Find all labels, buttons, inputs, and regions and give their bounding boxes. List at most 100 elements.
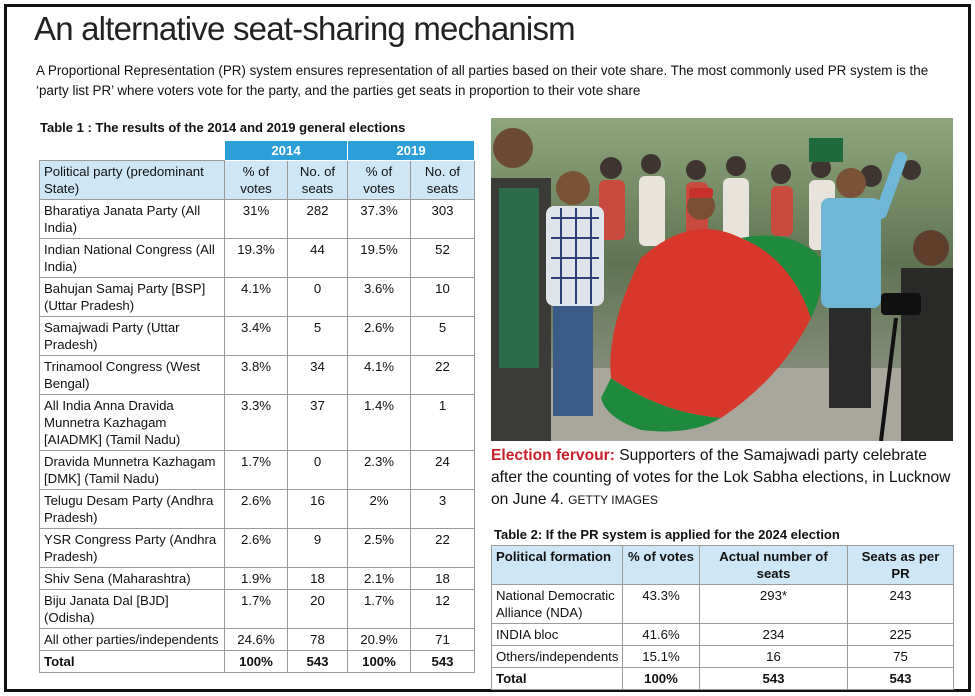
party-name: All India Anna Dravida Munnetra Kazhagam… <box>39 394 225 451</box>
seats-2014-header: No. of seats <box>287 160 348 200</box>
seats-2014: 16 <box>287 489 348 529</box>
headline: An alternative seat-sharing mechanism <box>34 10 576 47</box>
photo-caption: Election fervour: Supporters of the Sama… <box>491 445 953 511</box>
vote-share-2014: 1.9% <box>224 567 288 590</box>
table-row: YSR Congress Party (Andhra Pradesh) 2.6%… <box>39 528 475 568</box>
formation-name: National Democratic Alliance (NDA) <box>491 584 623 624</box>
party-name: Trinamool Congress (West Bengal) <box>39 355 225 395</box>
table2-title: Table 2: If the PR system is applied for… <box>494 527 840 542</box>
seats-2014: 78 <box>287 628 348 651</box>
vote-share-2014: 2.6% <box>224 528 288 568</box>
total-actual-seats: 543 <box>699 667 848 690</box>
total-vote-share-2019: 100% <box>347 650 411 673</box>
seats-2019: 18 <box>410 567 475 590</box>
vote-share-2019: 3.6% <box>347 277 411 317</box>
seats-2019: 10 <box>410 277 475 317</box>
vote-share-2019: 4.1% <box>347 355 411 395</box>
vote-share-2014: 19.3% <box>224 238 288 278</box>
intro-paragraph: A Proportional Representation (PR) syste… <box>36 63 929 98</box>
vote-share-2014: 31% <box>224 199 288 239</box>
formation-name: INDIA bloc <box>491 623 623 646</box>
formation-column-header: Political formation <box>491 545 623 585</box>
vote-share-2014: 3.8% <box>224 355 288 395</box>
seats-2019: 24 <box>410 450 475 490</box>
header-spacer <box>39 140 225 161</box>
party-column-header: Political party (predominant State) <box>39 160 225 200</box>
vote-share-2014: 3.3% <box>224 394 288 451</box>
vote-share-2019: 2.3% <box>347 450 411 490</box>
table1-title: Table 1 : The results of the 2014 and 20… <box>40 120 406 135</box>
table-row: All other parties/independents 24.6% 78 … <box>39 628 475 651</box>
seats-2014: 34 <box>287 355 348 395</box>
vote-share-2019: 2.6% <box>347 316 411 356</box>
actual-seats: 234 <box>699 623 848 646</box>
table-row: Samajwadi Party (Uttar Pradesh) 3.4% 5 2… <box>39 316 475 356</box>
vote-share-2014: 1.7% <box>224 450 288 490</box>
total-vote-share-2014: 100% <box>224 650 288 673</box>
vote-share-2019: 2.5% <box>347 528 411 568</box>
seats-2019: 71 <box>410 628 475 651</box>
photo-credit: GETTY IMAGES <box>568 493 658 507</box>
table-row: Indian National Congress (All India) 19.… <box>39 238 475 278</box>
table-row: Trinamool Congress (West Bengal) 3.8% 34… <box>39 355 475 395</box>
party-name: YSR Congress Party (Andhra Pradesh) <box>39 528 225 568</box>
votes-2019-header: % of votes <box>347 160 411 200</box>
seats-2019: 22 <box>410 355 475 395</box>
vote-share: 15.1% <box>622 645 700 668</box>
table-row: INDIA bloc 41.6% 234 225 <box>491 623 954 646</box>
table-row: Dravida Munnetra Kazhagam [DMK] (Tamil N… <box>39 450 475 490</box>
actual-seats: 293* <box>699 584 848 624</box>
table-row: All India Anna Dravida Munnetra Kazhagam… <box>39 394 475 451</box>
year-2014-header: 2014 <box>224 140 348 161</box>
vote-share-2014: 1.7% <box>224 589 288 629</box>
seats-2014: 44 <box>287 238 348 278</box>
seats-2019-header: No. of seats <box>410 160 475 200</box>
total-label: Total <box>491 667 623 690</box>
seats-2019: 3 <box>410 489 475 529</box>
vote-share-2019: 2% <box>347 489 411 529</box>
table-row: Bharatiya Janata Party (All India) 31% 2… <box>39 199 475 239</box>
table-row: Others/independents 15.1% 16 75 <box>491 645 954 668</box>
table-row: Bahujan Samaj Party [BSP] (Uttar Pradesh… <box>39 277 475 317</box>
total-label: Total <box>39 650 225 673</box>
votes-column-header: % of votes <box>622 545 700 585</box>
pr-seats-column-header: Seats as per PR <box>847 545 954 585</box>
vote-share-2014: 2.6% <box>224 489 288 529</box>
seats-2019: 22 <box>410 528 475 568</box>
pr-projection-table: Political formation % of votes Actual nu… <box>491 545 954 690</box>
vote-share-2019: 37.3% <box>347 199 411 239</box>
vote-share-2019: 19.5% <box>347 238 411 278</box>
seats-2014: 18 <box>287 567 348 590</box>
party-name: Indian National Congress (All India) <box>39 238 225 278</box>
seats-2019: 52 <box>410 238 475 278</box>
caption-text: Supporters of the Samajwadi party celebr… <box>491 447 951 508</box>
pr-seats: 243 <box>847 584 954 624</box>
pr-seats: 75 <box>847 645 954 668</box>
party-name: Bahujan Samaj Party [BSP] (Uttar Pradesh… <box>39 277 225 317</box>
election-results-table: 2014 20 1 9 Political party (predominant S… <box>39 140 475 673</box>
party-name: Telugu Desam Party (Andhra Pradesh) <box>39 489 225 529</box>
vote-share-2019: 1.7% <box>347 589 411 629</box>
pr-seats: 225 <box>847 623 954 646</box>
total-seats-2014: 543 <box>287 650 348 673</box>
vote-share-2019: 1.4% <box>347 394 411 451</box>
vote-share-2014: 3.4% <box>224 316 288 356</box>
party-name: All other parties/independents <box>39 628 225 651</box>
formation-name: Others/independents <box>491 645 623 668</box>
total-pr-seats: 543 <box>847 667 954 690</box>
party-name: Biju Janata Dal [BJD] (Odisha) <box>39 589 225 629</box>
seats-2019: 1 <box>410 394 475 451</box>
actual-seats-column-header: Actual number of seats <box>699 545 848 585</box>
table-row: Biju Janata Dal [BJD] (Odisha) 1.7% 20 1… <box>39 589 475 629</box>
party-name: Dravida Munnetra Kazhagam [DMK] (Tamil N… <box>39 450 225 490</box>
party-name: Bharatiya Janata Party (All India) <box>39 199 225 239</box>
seats-2019: 12 <box>410 589 475 629</box>
vote-share-2014: 4.1% <box>224 277 288 317</box>
seats-2014: 282 <box>287 199 348 239</box>
vote-share-2019: 20.9% <box>347 628 411 651</box>
seats-2014: 5 <box>287 316 348 356</box>
seats-2014: 20 <box>287 589 348 629</box>
seats-2014: 0 <box>287 277 348 317</box>
seats-2014: 9 <box>287 528 348 568</box>
seats-2019: 303 <box>410 199 475 239</box>
